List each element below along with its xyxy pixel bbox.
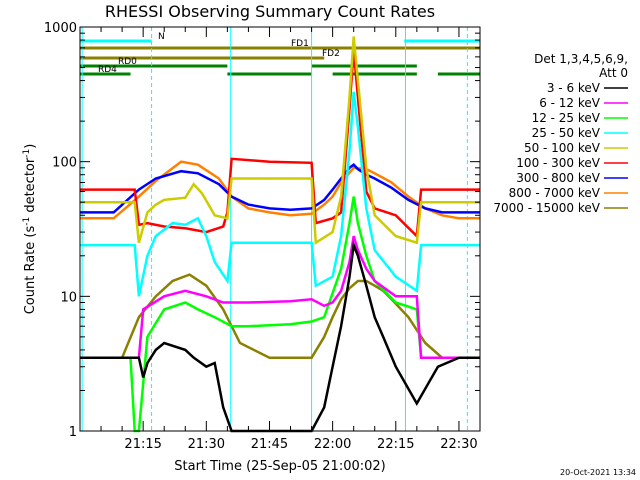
- x-tick-label: 22:30: [440, 437, 477, 452]
- x-tick-label: 21:15: [124, 437, 161, 452]
- x-tick-label: 22:00: [314, 437, 351, 452]
- flag-label-fd2: FD2: [322, 49, 340, 59]
- y-tick-label: 1000: [44, 21, 77, 36]
- legend-label: 25 - 50 keV: [532, 126, 601, 140]
- generated-timestamp: 20-Oct-2021 13:34: [560, 468, 636, 477]
- legend-header-line2: Att 0: [599, 66, 628, 80]
- chart-title: RHESSI Observing Summary Count Rates: [105, 2, 435, 21]
- legend-label: 3 - 6 keV: [547, 81, 601, 95]
- series-line-300-800-kev: [80, 163, 480, 214]
- x-tick-label: 21:45: [251, 437, 288, 452]
- series-line-12-25-kev: [80, 196, 480, 433]
- y-tick-label: 1: [69, 425, 77, 440]
- legend-label: 50 - 100 keV: [524, 141, 601, 155]
- flag-label-n: N: [158, 32, 165, 42]
- legend-label: 100 - 300 keV: [516, 156, 600, 170]
- x-tick-label: 21:30: [188, 437, 225, 452]
- legend-label: 300 - 800 keV: [516, 171, 600, 185]
- flag-label-rd0: RD0: [118, 57, 137, 67]
- series-line-50-100-kev: [80, 36, 480, 245]
- y-tick-label: 100: [52, 156, 77, 171]
- series-line-25-50-kev: [80, 91, 480, 297]
- plot-frame: [79, 26, 481, 432]
- y-axis-label: Count Rate (s-1 detector-1): [22, 144, 38, 315]
- legend-label: 6 - 12 keV: [539, 96, 601, 110]
- legend-label: 800 - 7000 keV: [509, 186, 601, 200]
- series-line-6-12-kev: [80, 235, 480, 359]
- series-line-7000-15000-kev: [80, 273, 480, 359]
- x-axis-label: Start Time (25-Sep-05 21:00:02): [174, 459, 385, 474]
- flag-label-rd4: RD4: [98, 65, 117, 75]
- legend-label: 7000 - 15000 keV: [493, 201, 600, 215]
- legend-label: 12 - 25 keV: [532, 111, 601, 125]
- x-tick-label: 22:15: [377, 437, 414, 452]
- flag-label-fd1: FD1: [291, 39, 309, 49]
- legend-header-line1: Det 1,3,4,5,6,9,: [534, 52, 628, 66]
- y-tick-label: 10: [60, 290, 77, 305]
- series-line-800-7000-kev: [80, 160, 480, 220]
